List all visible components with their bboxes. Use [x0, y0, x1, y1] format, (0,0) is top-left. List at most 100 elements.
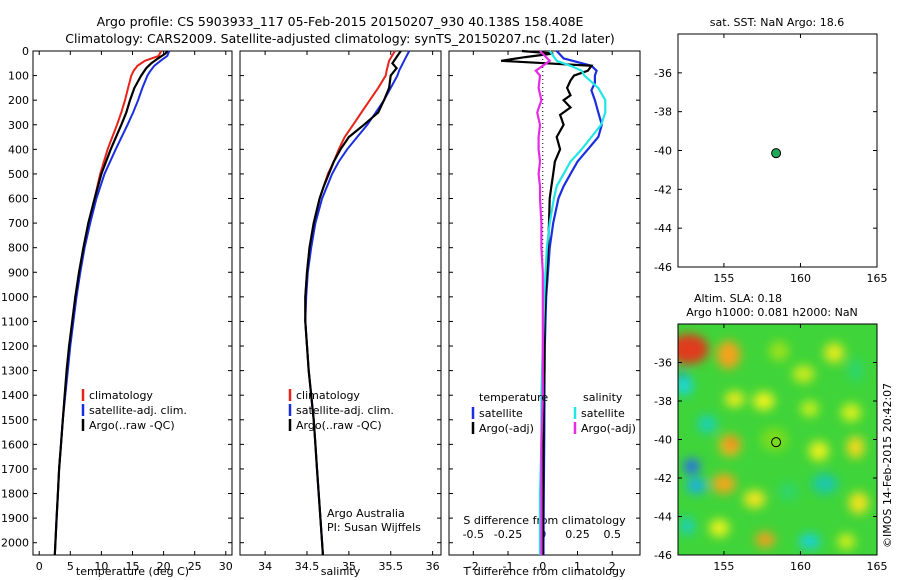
legend-label: satellite [581, 407, 625, 420]
y-tick-label: 1200 [1, 340, 29, 353]
x-tick-label: 5 [67, 560, 74, 573]
y-tick-label: 1100 [1, 315, 29, 328]
annotation-text: Argo Australia [327, 507, 405, 520]
x-tick-label: -1 [503, 560, 514, 573]
annotation-text: PI: Susan Wijffels [327, 521, 421, 534]
legend-label: satellite [479, 407, 523, 420]
heatmap-blob [678, 334, 709, 365]
heatmap-blob [840, 403, 861, 422]
argo-position-marker [771, 437, 782, 448]
title-line-2: Climatology: CARS2009. Satellite-adjuste… [65, 31, 615, 46]
x-tick-label: 155 [713, 272, 734, 285]
series-line-argo_s [534, 50, 552, 555]
heatmap-blob [683, 458, 700, 475]
x-tick-label: 160 [790, 560, 811, 573]
y-tick-label: -46 [654, 261, 672, 274]
y-tick-label: 1400 [1, 389, 29, 402]
y-tick-label: -38 [654, 106, 672, 119]
x-tick-label: 0 [539, 560, 546, 573]
legend-label: satellite-adj. clim. [89, 404, 187, 417]
x-tick-label: 160 [790, 272, 811, 285]
map-2-title: Altim. SLA: 0.18 [694, 292, 782, 305]
heatmap-blob [792, 365, 815, 384]
heatmap-blob [686, 477, 707, 494]
heatmap-blob [752, 392, 775, 410]
title-line-1: Argo profile: CS 5903933_117 05-Feb-2015… [97, 14, 584, 29]
x-tick-label: 155 [713, 560, 734, 573]
x-tick-label: 165 [867, 272, 888, 285]
legend-label: Argo(-adj) [479, 422, 534, 435]
legend-label: Argo(..raw -QC) [89, 419, 175, 432]
y-tick-label: -40 [654, 434, 672, 447]
y-tick-label: 200 [8, 94, 29, 107]
x-tick-label: -2 [468, 560, 479, 573]
heatmap-blob [824, 342, 845, 363]
map-panel-2: 155 160 165 -36 -38 -40 -42 -44 -46 [654, 323, 888, 573]
map-2-subtitle: Argo h1000: 0.081 h2000: NaN [686, 306, 858, 319]
s-tick-label: -0.5 [463, 528, 484, 541]
y-tick-label: 100 [8, 70, 29, 83]
heatmap-blob [724, 391, 745, 408]
y-tick-label: 400 [8, 143, 29, 156]
heatmap-blob [769, 340, 790, 361]
y-tick-label: 600 [8, 193, 29, 206]
heatmap-blob [709, 519, 730, 538]
heatmap-blob [743, 490, 766, 509]
legend-title: salinity [583, 391, 623, 404]
heatmap-blob [837, 533, 856, 550]
y-tick-label: 1000 [1, 291, 29, 304]
heatmap-blob [808, 441, 829, 462]
heatmap-blob [716, 340, 741, 369]
y-tick-label: 800 [8, 242, 29, 255]
heatmap-blob [798, 533, 821, 550]
heatmap-blob [755, 531, 776, 548]
x-axis-label: temperature (deg C) [76, 565, 189, 578]
x-tick-label: 35 [342, 560, 356, 573]
x-tick-label: 165 [867, 560, 888, 573]
x-tick-label: 10 [94, 560, 108, 573]
plot-frame [239, 50, 442, 556]
y-tick-label: 1600 [1, 438, 29, 451]
x-tick-label: 34 [258, 560, 272, 573]
legend-label: Argo(-adj) [581, 422, 636, 435]
y-tick-label: 2000 [1, 537, 29, 550]
x-tick-label: 1 [574, 560, 581, 573]
legend-label: climatology [89, 389, 153, 402]
y-tick-label: 1500 [1, 414, 29, 427]
y-tick-label: 1900 [1, 512, 29, 525]
heatmap-field [678, 324, 877, 555]
plot-frame [32, 50, 233, 556]
y-tick-label: -44 [654, 511, 672, 524]
s-tick-label: 0.25 [565, 528, 590, 541]
y-tick-label: 1700 [1, 463, 29, 476]
heatmap-blob [680, 517, 695, 536]
credit-text: ©IMOS 14-Feb-2015 20:42:07 [881, 383, 894, 548]
x-tick-label: 34.5 [295, 560, 320, 573]
y-tick-label: 900 [8, 266, 29, 279]
y-tick-label: -38 [654, 395, 672, 408]
heatmap-blob [800, 400, 819, 417]
y-tick-label: -46 [654, 549, 672, 562]
y-tick-label: -42 [654, 472, 672, 485]
legend-label: Argo(..raw -QC) [296, 419, 382, 432]
y-tick-label: 700 [8, 217, 29, 230]
heatmap-blob [711, 473, 736, 494]
heatmap-blob [697, 415, 718, 434]
y-tick-label: -40 [654, 145, 672, 158]
y-tick-label: 500 [8, 168, 29, 181]
x-tick-label: 30 [219, 560, 233, 573]
s-tick-label: -0.25 [494, 528, 522, 541]
map-1-title: sat. SST: NaN Argo: 18.6 [710, 16, 844, 29]
x-tick-label: 36 [426, 560, 440, 573]
y-tick-label: 0 [22, 45, 29, 58]
legend-title: temperature [479, 391, 548, 404]
series-line-argo [500, 49, 594, 555]
x-tick-label: 25 [188, 560, 202, 573]
heatmap-blob [848, 492, 869, 515]
heatmap-blob [847, 358, 864, 383]
x-tick-label: 0 [36, 560, 43, 573]
heatmap-blob [778, 482, 799, 501]
y-tick-label: 300 [8, 119, 29, 132]
x-tick-label: 2 [609, 560, 616, 573]
y-tick-label: -36 [654, 357, 672, 370]
